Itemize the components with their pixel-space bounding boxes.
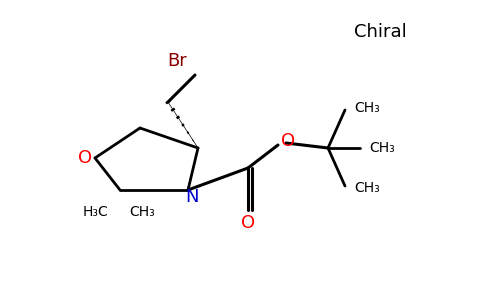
Text: Chiral: Chiral	[354, 23, 407, 41]
Text: O: O	[281, 132, 295, 150]
Text: Br: Br	[167, 52, 187, 70]
Text: O: O	[78, 149, 92, 167]
Text: N: N	[185, 188, 199, 206]
Text: CH₃: CH₃	[129, 205, 155, 219]
Text: CH₃: CH₃	[354, 181, 380, 195]
Text: CH₃: CH₃	[354, 101, 380, 115]
Text: H₃C: H₃C	[82, 205, 108, 219]
Text: CH₃: CH₃	[369, 141, 395, 155]
Text: O: O	[241, 214, 255, 232]
